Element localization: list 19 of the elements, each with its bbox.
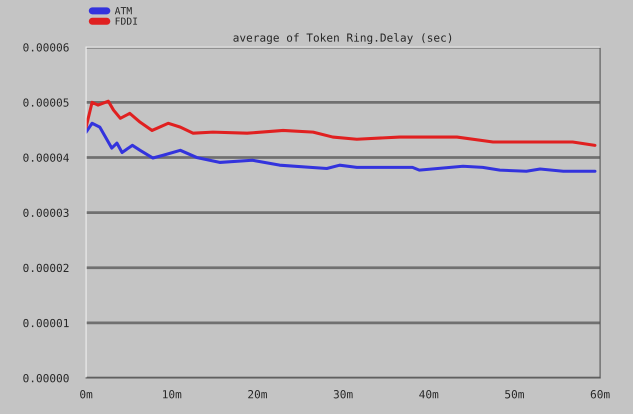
x-tick-label: 30m	[334, 390, 353, 398]
x-tick-label: 20m	[248, 390, 267, 398]
y-tick-label: 0.00002	[23, 264, 68, 272]
legend-label: ATM	[114, 7, 132, 14]
x-tick-label: 40m	[419, 390, 438, 398]
chart-title: average of Token Ring.Delay (sec)	[233, 33, 452, 44]
legend-label: FDDI	[116, 18, 138, 25]
y-tick-label: 0.00006	[23, 43, 69, 52]
y-tick-label: 0.00001	[23, 318, 69, 328]
x-tick-label: 50m	[505, 390, 524, 398]
y-tick-label: 0.00004	[23, 153, 69, 162]
y-tick-label: 0.00003	[23, 208, 69, 217]
x-tick-label: 0m	[80, 390, 92, 398]
line-series	[86, 100, 596, 147]
x-tick-label: 60m	[590, 390, 610, 398]
x-tick-label: 10m	[163, 390, 182, 398]
y-tick-label: 0.00000	[23, 374, 69, 382]
line-series	[86, 122, 596, 173]
y-tick-label: 0.00005	[23, 98, 69, 107]
